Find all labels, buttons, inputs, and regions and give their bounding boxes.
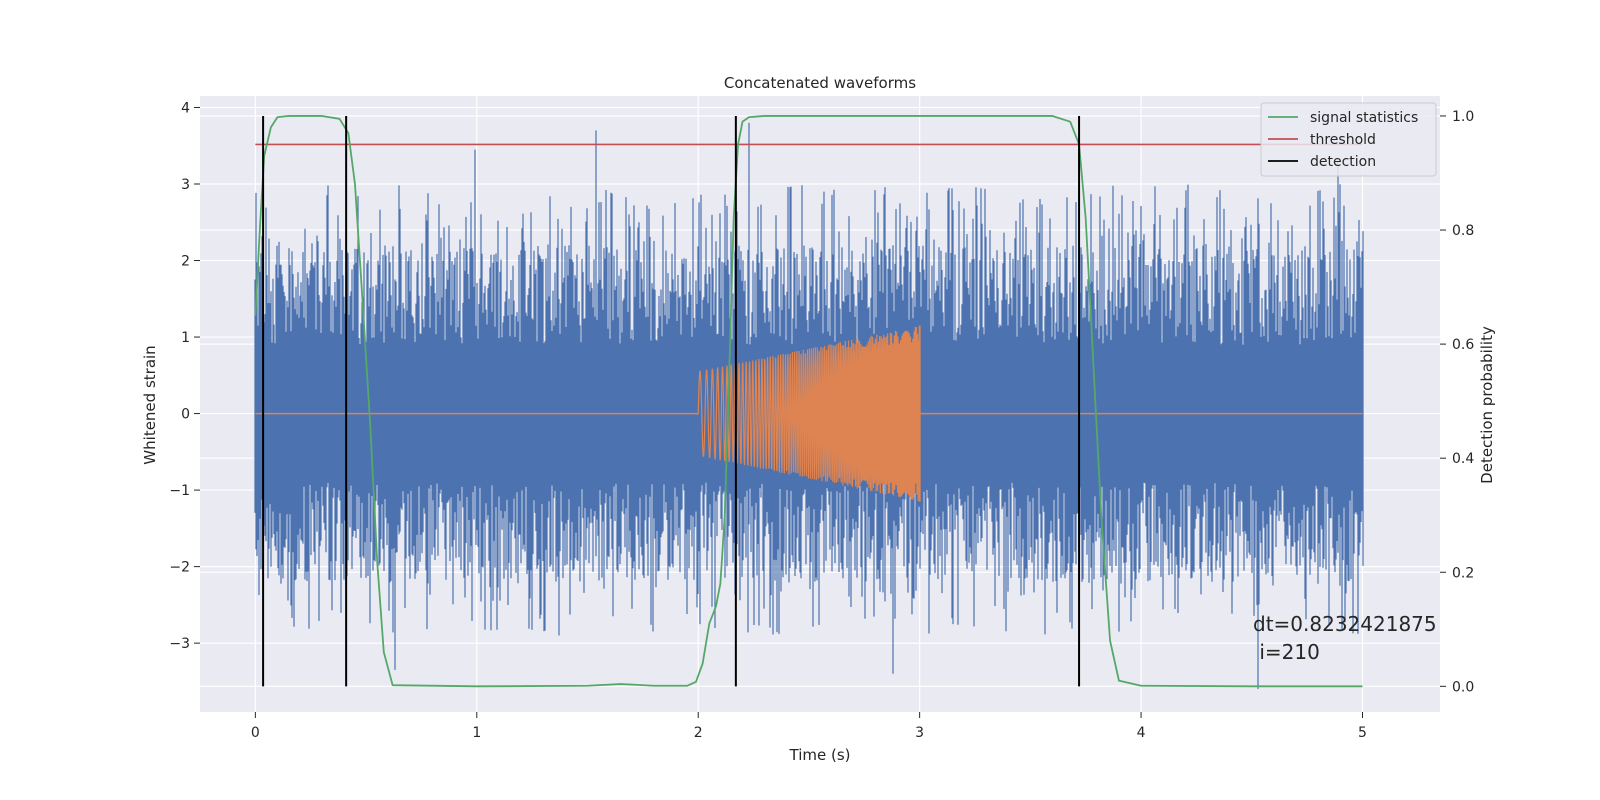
legend-label-threshold: threshold: [1310, 132, 1376, 148]
x-tick-label: 3: [915, 725, 924, 741]
y-tick-label: −1: [169, 483, 190, 499]
annotation-dt: dt=0.8232421875: [1253, 612, 1437, 636]
chart-title: Concatenated waveforms: [724, 74, 916, 92]
y-tick-label: −2: [169, 560, 190, 576]
legend: signal statistics threshold detection: [1260, 102, 1437, 177]
y-tick-label: 0: [181, 407, 190, 423]
x-tick-label: 1: [472, 725, 481, 741]
x-tick-label: 4: [1137, 725, 1146, 741]
probability-series: [254, 115, 1363, 688]
y2-tick-label: 0.4: [1452, 451, 1474, 467]
axes-ticks: 0 1 2 3 4 5 4 3 2 1 0 −1 −2 −3 1.0 0.8 0.6 0.4 0.2 0.0: [169, 100, 1474, 741]
x-tick-label: 2: [694, 725, 703, 741]
y-axis-label-right: Detection probability: [1478, 326, 1496, 484]
legend-box: [1260, 102, 1437, 177]
y-tick-label: 2: [181, 254, 190, 270]
legend-label-signal: signal statistics: [1310, 110, 1418, 126]
y2-tick-label: 0.8: [1452, 223, 1474, 239]
y2-tick-label: 0.6: [1452, 337, 1474, 353]
x-tick-label: 0: [251, 725, 260, 741]
x-tick-label: 5: [1358, 725, 1367, 741]
y-tick-label: 1: [181, 330, 190, 346]
y-tick-label: 3: [181, 177, 190, 193]
annotation-i: i=210: [1253, 640, 1320, 664]
y-tick-label: 4: [181, 100, 190, 116]
x-axis-label: Time (s): [789, 746, 851, 764]
y-axis-label-left: Whitened strain: [141, 345, 159, 464]
legend-label-detection: detection: [1310, 154, 1376, 170]
y2-tick-label: 0.0: [1452, 679, 1474, 695]
y2-tick-label: 1.0: [1452, 109, 1474, 125]
y-tick-label: −3: [169, 636, 190, 652]
signal-statistics-curve: [254, 115, 1363, 688]
y2-tick-label: 0.2: [1452, 565, 1474, 581]
